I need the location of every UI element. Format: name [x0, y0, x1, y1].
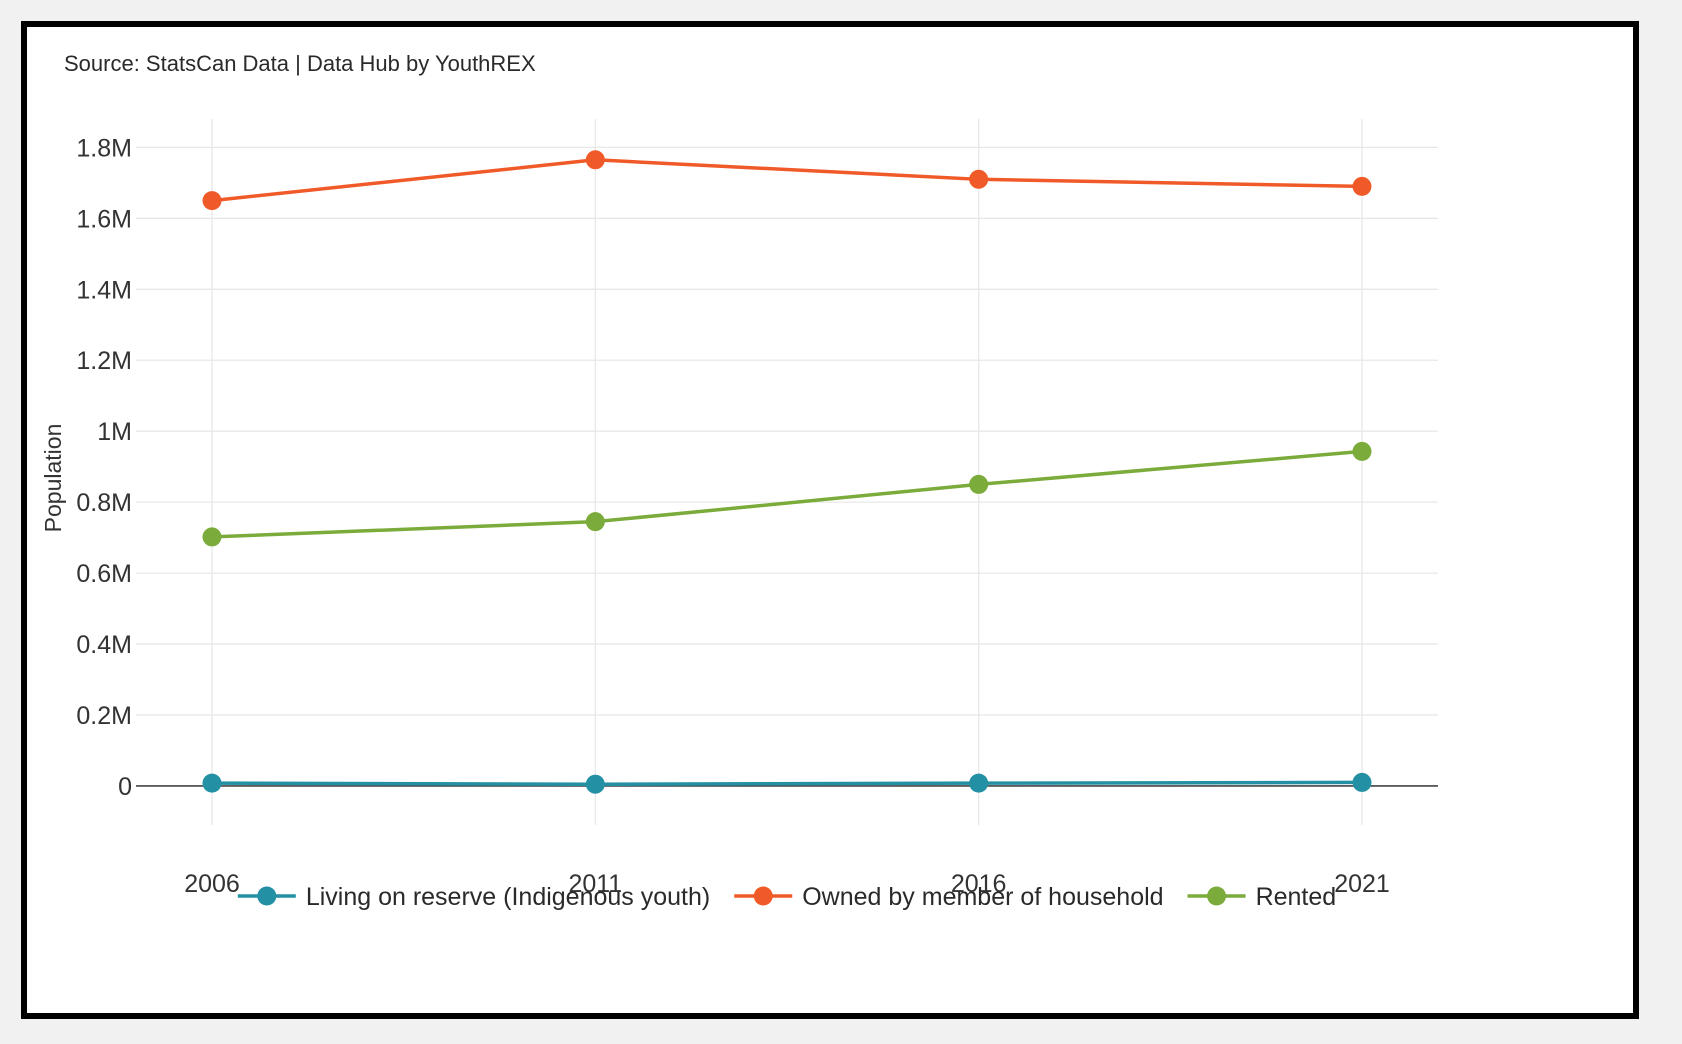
x-axis-ticks: 2006 2011 2016 2021: [184, 870, 1390, 898]
data-point[interactable]: [585, 150, 605, 170]
series-line: [211, 780, 1363, 786]
line-chart: 0 0.2M 0.4M 0.6M 0.8M 1M 1.2M 1.4M 1.6M 1.8M 2006…: [40, 119, 1438, 911]
series: [202, 150, 1372, 794]
chart-frame: Source: StatsCan Data | Data Hub by Yout…: [21, 21, 1639, 1019]
y-tick-label: 1.2M: [76, 347, 132, 375]
y-tick-label: 1.4M: [76, 276, 132, 304]
legend-item-2[interactable]: Rented: [1187, 883, 1337, 911]
data-point[interactable]: [969, 773, 989, 793]
x-tick-label: 2021: [1334, 870, 1390, 898]
x-tick-label: 2016: [951, 870, 1007, 898]
series-1: [202, 150, 1372, 211]
y-axis-title: Population: [40, 424, 66, 533]
legend-label: Rented: [1256, 883, 1337, 911]
legend-swatch-marker: [1207, 886, 1227, 906]
data-point[interactable]: [585, 512, 605, 532]
data-point[interactable]: [202, 191, 222, 211]
y-tick-label: 1.6M: [76, 205, 132, 233]
legend-item-0[interactable]: Living on reserve (Indigenous youth): [237, 883, 710, 911]
series-2: [202, 441, 1372, 547]
source-note: Source: StatsCan Data | Data Hub by Yout…: [64, 51, 536, 76]
grid: [136, 119, 1438, 825]
legend-item-1[interactable]: Owned by member of household: [734, 883, 1164, 911]
data-point[interactable]: [585, 774, 605, 794]
series-line: [211, 158, 1363, 203]
data-point[interactable]: [1352, 441, 1372, 461]
data-point[interactable]: [202, 527, 222, 547]
x-tick-label: 2011: [568, 870, 622, 898]
y-tick-label: 0.2M: [76, 702, 132, 730]
y-tick-label: 0: [118, 773, 132, 801]
y-tick-label: 0.4M: [76, 631, 132, 659]
series-0: [202, 772, 1372, 794]
legend-label: Owned by member of household: [802, 883, 1163, 911]
y-tick-label: 1.8M: [76, 134, 132, 162]
x-tick-label: 2006: [184, 870, 240, 898]
y-tick-label: 0.8M: [76, 489, 132, 517]
data-point[interactable]: [1352, 176, 1372, 196]
data-point[interactable]: [202, 773, 222, 793]
data-point[interactable]: [969, 474, 989, 494]
legend[interactable]: Living on reserve (Indigenous youth) Owne…: [237, 883, 1337, 911]
data-point[interactable]: [969, 169, 989, 189]
y-axis-ticks: 0 0.2M 0.4M 0.6M 0.8M 1M 1.2M 1.4M 1.6M 1.8M: [76, 134, 132, 801]
series-line: [211, 449, 1363, 539]
legend-swatch-marker: [753, 886, 773, 906]
y-tick-label: 0.6M: [76, 560, 132, 588]
legend-label: Living on reserve (Indigenous youth): [306, 883, 710, 911]
legend-swatch-marker: [257, 886, 277, 906]
data-point[interactable]: [1352, 772, 1372, 792]
y-tick-label: 1M: [97, 418, 132, 446]
